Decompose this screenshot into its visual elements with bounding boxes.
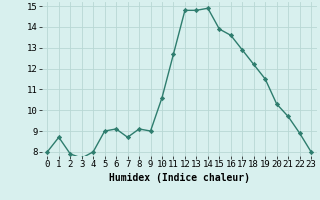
X-axis label: Humidex (Indice chaleur): Humidex (Indice chaleur) [109,173,250,183]
